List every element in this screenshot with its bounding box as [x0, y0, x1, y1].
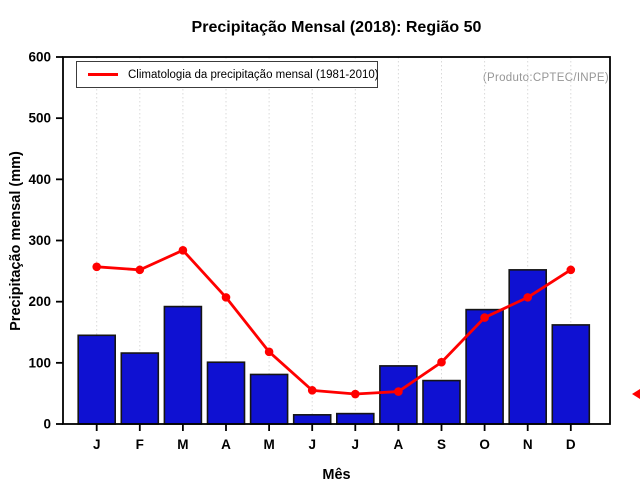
y-tick-label-200: 200 [28, 294, 51, 309]
x-axis-label: Mês [322, 467, 351, 483]
y-tick-label-400: 400 [28, 172, 51, 187]
y-tick-label-600: 600 [28, 50, 51, 65]
bar-10-N [508, 269, 548, 425]
month-label-2: M [177, 437, 188, 452]
legend-label: Climatologia da precipitação mensal (198… [128, 68, 379, 81]
month-label-10: N [523, 437, 533, 452]
month-label-1: F [136, 437, 144, 452]
bar-8-S [422, 379, 461, 425]
legend-line-swatch [88, 73, 118, 76]
y-tick-label-100: 100 [28, 355, 51, 370]
climatology-point-3 [221, 293, 231, 302]
climatology-point-1 [135, 265, 145, 275]
bar-4-M [249, 373, 289, 425]
climatology-line [96, 248, 572, 396]
bar-0-J [77, 334, 116, 425]
y-tick-label-0: 0 [43, 417, 51, 432]
month-label-8: S [437, 437, 446, 452]
bar-2-M [163, 305, 203, 425]
climatology-point-6 [351, 389, 360, 399]
bar-5-J [292, 414, 332, 425]
month-label-7: A [394, 437, 404, 452]
y-tick-label-300: 300 [28, 233, 51, 248]
y-tick-label-500: 500 [28, 111, 51, 126]
month-label-5: J [308, 437, 316, 452]
month-label-0: J [93, 437, 101, 452]
bar-6-J [335, 412, 375, 425]
climatology-point-11 [566, 265, 576, 275]
climatology-point-0 [92, 262, 101, 272]
climatology-point-5 [307, 386, 317, 395]
source-note: (Produto:CPTEC/INPE) [482, 72, 609, 84]
bar-9-O [465, 308, 504, 425]
bar-11-D [551, 324, 591, 425]
right-edge-marker [632, 389, 640, 400]
month-label-9: O [479, 437, 490, 452]
chart-title: Precipitação Mensal (2018): Região 50 [191, 19, 482, 36]
climatology-point-10 [523, 293, 532, 302]
bar-1-F [120, 352, 160, 425]
month-label-6: J [352, 437, 360, 452]
climatology-point-9 [480, 313, 489, 322]
bar-3-A [206, 361, 246, 425]
month-label-4: M [263, 437, 274, 452]
legend: Climatologia da precipitação mensal (198… [76, 61, 379, 88]
month-label-3: A [221, 437, 231, 452]
climatology-point-8 [437, 357, 446, 367]
climatology-point-7 [394, 387, 403, 396]
month-label-11: D [566, 437, 576, 452]
climatology-point-4 [264, 347, 274, 357]
climatology-point-2 [178, 245, 188, 255]
